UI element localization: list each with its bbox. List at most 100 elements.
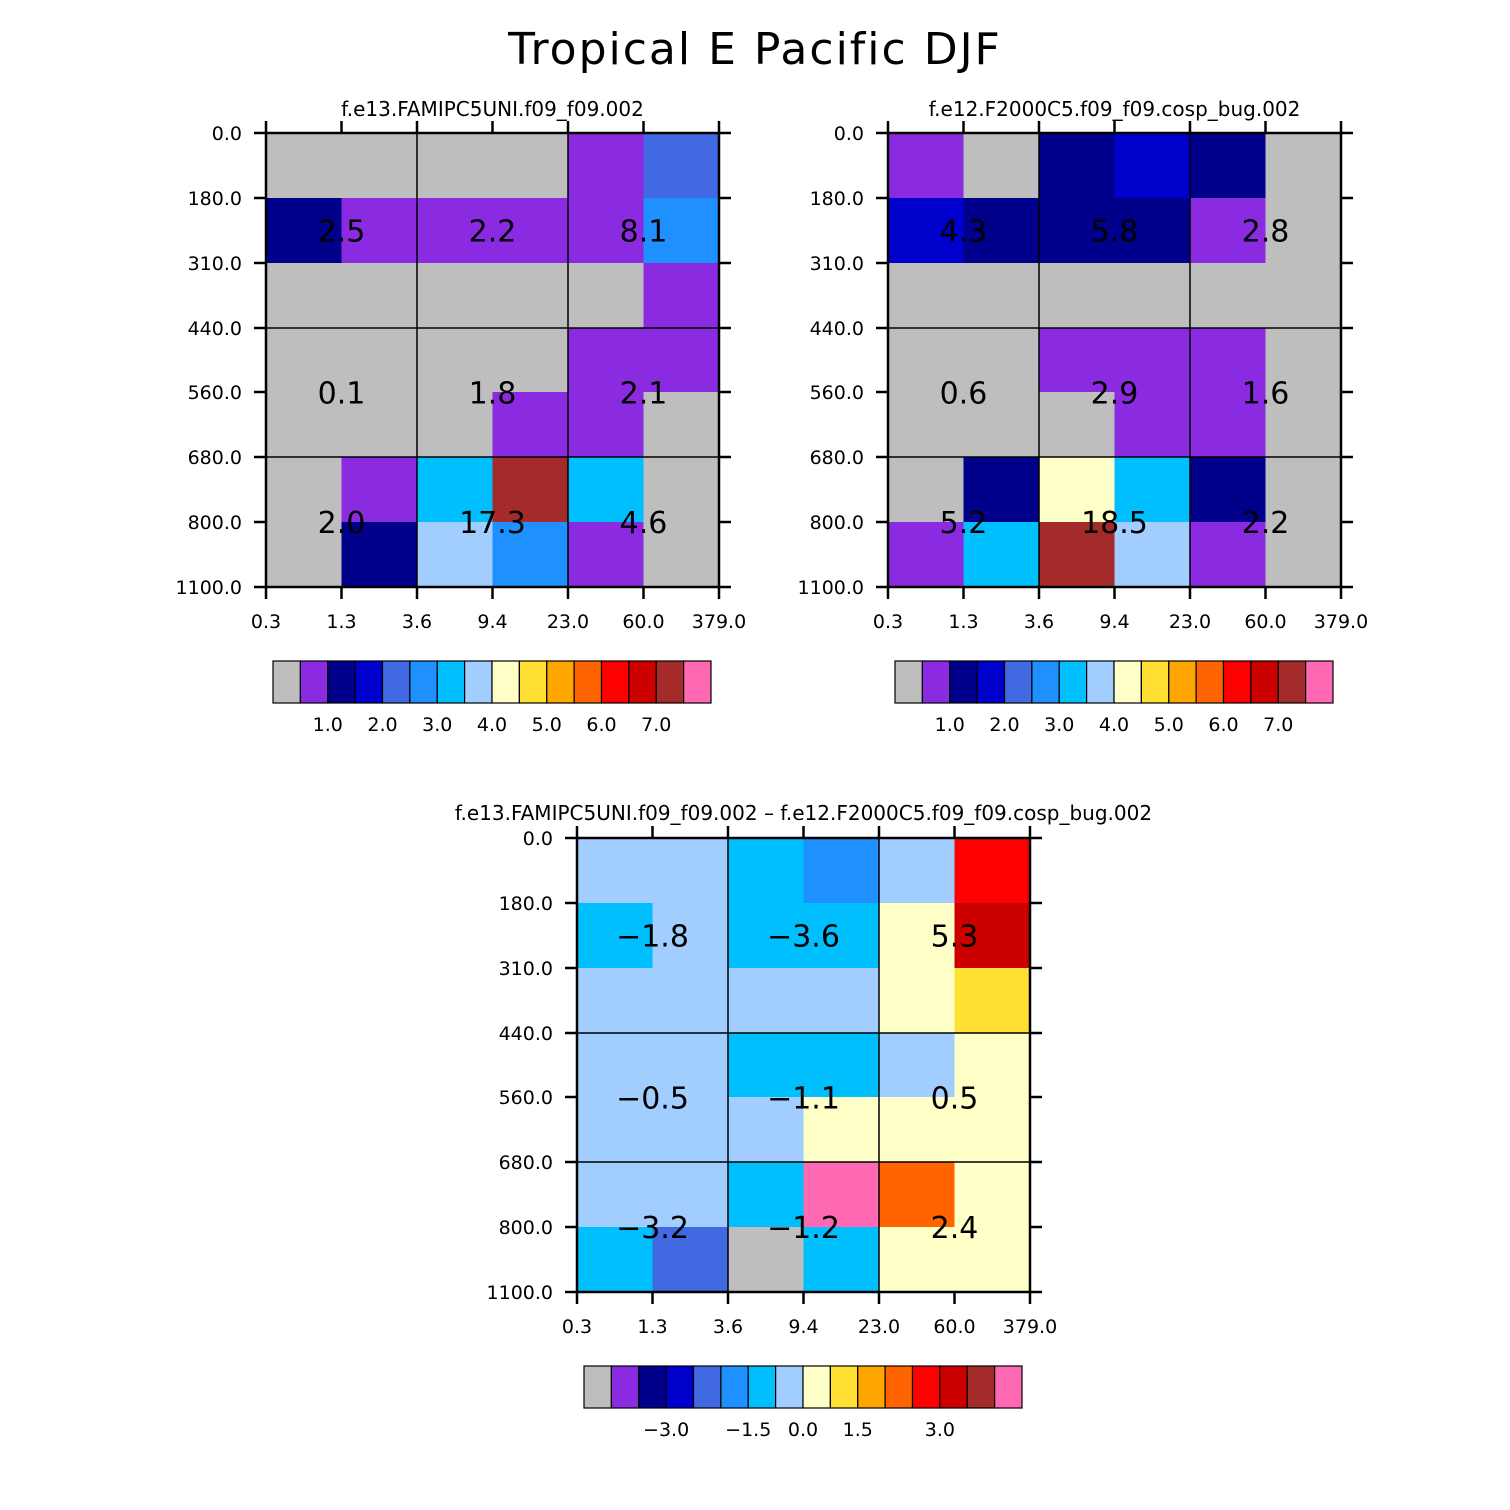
colorbar-swatch (436, 660, 466, 704)
colorbar-swatch (720, 1365, 749, 1409)
heatmap-cell (652, 838, 729, 904)
heatmap-cell (266, 392, 343, 458)
colorbar-swatch (1305, 660, 1334, 704)
heatmap-cell (954, 1033, 1031, 1098)
cell-value-label: −1.1 (767, 1082, 840, 1117)
x-tick-label: 60.0 (933, 1316, 975, 1338)
heatmap-cell (492, 198, 569, 264)
heatmap-cell (643, 198, 720, 264)
cell-value-label: 2.1 (620, 377, 668, 412)
heatmap-cell (577, 968, 654, 1034)
y-tick-label: 800.0 (810, 512, 864, 534)
heatmap-cell (643, 133, 720, 199)
heatmap-cell (1039, 522, 1116, 588)
colorbar-swatch (1003, 660, 1033, 704)
heatmap-cell (879, 903, 956, 969)
y-tick-label: 440.0 (499, 1023, 553, 1045)
heatmap-cell (1265, 263, 1342, 329)
heatmap-cell (1039, 392, 1116, 458)
cell-value-label: −0.5 (616, 1082, 689, 1117)
heatmap-cell (652, 1162, 729, 1228)
heatmap-cell (728, 1097, 805, 1163)
heatmap-cell (341, 263, 418, 329)
heatmap-cell (577, 903, 654, 969)
y-tick-label: 560.0 (810, 382, 864, 404)
heatmap-cell (652, 1097, 729, 1163)
y-tick-label: 1100.0 (176, 577, 242, 599)
cell-value-label: 0.5 (931, 1082, 979, 1117)
heatmap-cell (954, 968, 1031, 1034)
colorbar-label: 5.0 (532, 714, 562, 736)
x-tick-label: 9.4 (788, 1316, 818, 1338)
heatmap-cell (1265, 522, 1342, 588)
colorbar-swatch (655, 660, 685, 704)
heatmap-cell (341, 392, 418, 458)
cell-value-label: 2.4 (931, 1211, 979, 1246)
y-tick-label: 680.0 (188, 447, 242, 469)
heatmap-cell (341, 198, 418, 264)
heatmap-cell (652, 903, 729, 969)
heatmap-cell (643, 392, 720, 458)
heatmap-cell (1114, 198, 1191, 264)
colorbar-label: 2.0 (367, 714, 397, 736)
heatmap-cell (492, 392, 569, 458)
colorbar-swatch (573, 660, 603, 704)
heatmap-cell (803, 1097, 880, 1163)
cell-value-label: −3.2 (616, 1211, 689, 1246)
panel-title: f.e13.FAMIPC5UNI.f09_f09.002 (341, 97, 644, 121)
heatmap-cell (803, 1033, 880, 1098)
heatmap-cell (803, 968, 880, 1034)
heatmap-cell (266, 133, 343, 199)
heatmap-cell (652, 1227, 729, 1293)
colorbar-swatch (829, 1365, 859, 1409)
colorbar-swatch (692, 1365, 722, 1409)
y-tick-label: 680.0 (810, 447, 864, 469)
heatmap-cell (888, 457, 965, 523)
heatmap-cell (492, 263, 569, 329)
x-tick-label: 60.0 (1244, 611, 1286, 633)
heatmap-cell (728, 1162, 805, 1228)
cell-value-label: 2.2 (469, 215, 517, 250)
heatmap-cell (1114, 392, 1191, 458)
x-tick-label: 379.0 (1314, 611, 1368, 633)
colorbar-swatch (949, 660, 978, 704)
cell-value-label: 4.3 (940, 215, 988, 250)
heatmap-cell (728, 903, 805, 969)
heatmap-cell (1265, 198, 1342, 264)
heatmap-cell (568, 328, 645, 393)
x-tick-label: 379.0 (1003, 1316, 1057, 1338)
colorbar-label: 5.0 (1154, 714, 1184, 736)
y-tick-label: 440.0 (810, 318, 864, 340)
heatmap-cell (888, 263, 965, 329)
x-tick-label: 3.6 (402, 611, 432, 633)
heatmap-cell (879, 1033, 956, 1098)
heatmap-cell (1265, 457, 1342, 523)
colorbar-swatch (994, 1365, 1023, 1409)
heatmap-cell (1190, 392, 1267, 458)
colorbar-label: 4.0 (477, 714, 507, 736)
heatmap-cell (879, 1227, 956, 1293)
colorbar-label: 7.0 (641, 714, 671, 736)
x-tick-label: 9.4 (477, 611, 507, 633)
heatmap-cell (652, 1033, 729, 1098)
heatmap-cell (568, 457, 645, 523)
heatmap-cell (643, 263, 720, 329)
cell-value-label: −1.2 (767, 1211, 840, 1246)
heatmap-cell (1114, 263, 1191, 329)
heatmap-cell (1039, 263, 1116, 329)
colorbar-swatch (638, 1365, 667, 1409)
x-tick-label: 1.3 (637, 1316, 667, 1338)
heatmap-cell (803, 838, 880, 904)
colorbar-label: 3.0 (422, 714, 452, 736)
colorbar-label: 0.0 (788, 1419, 818, 1441)
heatmap-cell (568, 263, 645, 329)
heatmap-cell (879, 838, 956, 904)
colorbar-swatch (610, 1365, 640, 1409)
cell-value-label: 2.5 (318, 215, 366, 250)
heatmap-cell (963, 263, 1040, 329)
x-tick-label: 23.0 (858, 1316, 900, 1338)
heatmap-cell (568, 198, 645, 264)
heatmap-cell (417, 328, 494, 393)
heatmap-cell (417, 263, 494, 329)
y-tick-label: 310.0 (188, 253, 242, 275)
